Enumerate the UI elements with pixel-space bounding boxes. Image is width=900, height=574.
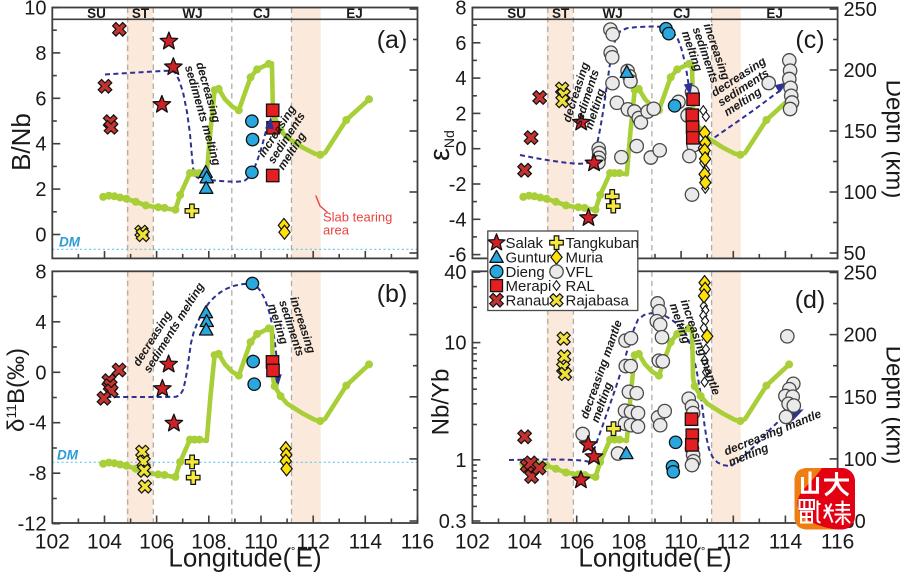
svg-text:SU: SU — [87, 6, 106, 21]
svg-text:106: 106 — [139, 531, 174, 554]
svg-text:Salak: Salak — [506, 235, 544, 252]
svg-text:50: 50 — [844, 243, 866, 265]
svg-text:116: 116 — [821, 531, 854, 554]
svg-text:Depth (km): Depth (km) — [881, 80, 900, 199]
svg-text:4: 4 — [35, 134, 46, 156]
svg-text:(c): (c) — [795, 26, 824, 54]
svg-text:100: 100 — [844, 182, 877, 204]
svg-text:EJ: EJ — [346, 6, 363, 21]
svg-text:2: 2 — [455, 103, 466, 125]
svg-text:10: 10 — [444, 333, 466, 355]
svg-text:-6: -6 — [449, 245, 467, 267]
svg-text:Longitude(˚E): Longitude(˚E) — [578, 543, 731, 573]
svg-text:116: 116 — [401, 531, 434, 554]
svg-text:Nb/Yb: Nb/Yb — [428, 369, 455, 436]
svg-text:Dieng: Dieng — [506, 264, 545, 281]
svg-text:Merapi: Merapi — [506, 278, 552, 295]
svg-text:8: 8 — [35, 43, 46, 65]
svg-text:0.3: 0.3 — [439, 511, 467, 533]
svg-text:104: 104 — [87, 531, 122, 554]
svg-text:Muria: Muria — [566, 249, 604, 266]
svg-text:Longitude(˚E): Longitude(˚E) — [168, 543, 321, 573]
svg-text:VFL: VFL — [566, 264, 594, 281]
svg-text:108: 108 — [611, 531, 646, 554]
svg-text:102: 102 — [35, 531, 70, 554]
svg-text:-4: -4 — [449, 209, 467, 231]
svg-text:104: 104 — [507, 531, 542, 554]
svg-text:Depth (km): Depth (km) — [881, 346, 900, 465]
svg-text:EJ: EJ — [766, 6, 783, 21]
svg-text:8: 8 — [35, 261, 46, 283]
svg-text:Tangkuban: Tangkuban — [566, 235, 639, 252]
svg-text:10: 10 — [24, 0, 46, 20]
svg-text:(d): (d) — [795, 286, 826, 314]
svg-text:WJ: WJ — [602, 6, 622, 21]
svg-text:ST: ST — [132, 6, 150, 21]
svg-text:102: 102 — [455, 531, 490, 554]
svg-text:114: 114 — [349, 531, 383, 554]
svg-text:area: area — [323, 223, 350, 238]
svg-text:108: 108 — [191, 531, 226, 554]
svg-text:4: 4 — [35, 312, 46, 334]
svg-text:δ11B(‰): δ11B(‰) — [3, 348, 30, 432]
svg-text:112: 112 — [296, 531, 329, 554]
svg-text:4: 4 — [455, 68, 466, 90]
svg-text:150: 150 — [844, 121, 877, 143]
svg-text:110: 110 — [244, 531, 277, 554]
svg-text:Rajabasa: Rajabasa — [566, 292, 630, 309]
svg-text:6: 6 — [455, 33, 466, 55]
svg-text:6: 6 — [35, 88, 46, 110]
svg-text:SU: SU — [507, 6, 526, 21]
svg-text:0: 0 — [35, 225, 46, 247]
svg-text:106: 106 — [559, 531, 594, 554]
svg-text:250: 250 — [844, 263, 877, 285]
svg-text:-2: -2 — [449, 174, 467, 196]
svg-text:Slab tearing: Slab tearing — [323, 210, 392, 225]
svg-text:0: 0 — [455, 139, 466, 161]
svg-text:DM: DM — [59, 235, 81, 250]
svg-text:B/Nb: B/Nb — [6, 113, 36, 171]
svg-text:112: 112 — [717, 531, 750, 554]
svg-text:1: 1 — [455, 450, 466, 472]
svg-text:CJ: CJ — [253, 6, 270, 21]
svg-text:-4: -4 — [29, 413, 47, 435]
svg-text:150: 150 — [844, 387, 877, 409]
svg-text:250: 250 — [844, 0, 877, 21]
svg-text:-8: -8 — [29, 463, 47, 485]
svg-text:Guntur: Guntur — [506, 249, 552, 266]
svg-text:2: 2 — [35, 179, 46, 201]
svg-text:CJ: CJ — [673, 6, 690, 21]
svg-text:WJ: WJ — [182, 6, 202, 21]
svg-text:(a): (a) — [377, 26, 408, 54]
svg-text:200: 200 — [844, 60, 877, 82]
svg-text:114: 114 — [769, 531, 803, 554]
svg-text:ST: ST — [552, 6, 570, 21]
svg-text:40: 40 — [444, 262, 466, 284]
svg-text:(b): (b) — [377, 280, 408, 308]
svg-text:RAL: RAL — [566, 278, 595, 295]
svg-text:110: 110 — [664, 531, 697, 554]
svg-text:Ranau: Ranau — [506, 292, 550, 309]
svg-text:DM: DM — [57, 448, 79, 463]
svg-text:200: 200 — [844, 325, 877, 347]
svg-text:-12: -12 — [18, 514, 47, 536]
svg-text:0: 0 — [35, 362, 46, 384]
svg-text:100: 100 — [844, 449, 877, 471]
svg-text:8: 8 — [455, 0, 466, 20]
